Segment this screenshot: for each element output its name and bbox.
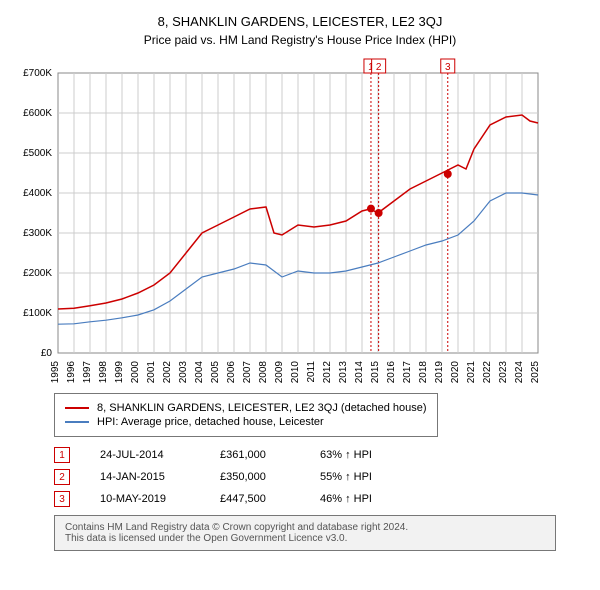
svg-text:1998: 1998 — [98, 361, 109, 384]
sale-row: 2 14-JAN-2015 £350,000 55% ↑ HPI — [54, 469, 590, 485]
sale-price: £447,500 — [220, 493, 290, 505]
sale-row: 3 10-MAY-2019 £447,500 46% ↑ HPI — [54, 491, 590, 507]
chart-title: 8, SHANKLIN GARDENS, LEICESTER, LE2 3QJ — [10, 14, 590, 29]
svg-text:2005: 2005 — [210, 361, 221, 384]
svg-text:2011: 2011 — [306, 361, 317, 383]
sale-marker-box: 3 — [54, 491, 70, 507]
legend-row: HPI: Average price, detached house, Leic… — [65, 416, 427, 428]
svg-text:2007: 2007 — [242, 361, 253, 384]
svg-text:2004: 2004 — [194, 361, 205, 384]
svg-text:2010: 2010 — [290, 361, 301, 384]
legend-box: 8, SHANKLIN GARDENS, LEICESTER, LE2 3QJ … — [54, 393, 438, 437]
svg-text:2006: 2006 — [226, 361, 237, 384]
svg-text:2025: 2025 — [530, 361, 541, 384]
sale-date: 24-JUL-2014 — [100, 449, 190, 461]
sale-marker-box: 1 — [54, 447, 70, 463]
svg-text:£700K: £700K — [23, 68, 52, 79]
sale-date: 10-MAY-2019 — [100, 493, 190, 505]
legend-swatch — [65, 407, 89, 409]
sale-date: 14-JAN-2015 — [100, 471, 190, 483]
svg-text:£100K: £100K — [23, 308, 52, 319]
attribution-footer: Contains HM Land Registry data © Crown c… — [54, 515, 556, 551]
svg-text:2012: 2012 — [322, 361, 333, 384]
legend-label: 8, SHANKLIN GARDENS, LEICESTER, LE2 3QJ … — [97, 402, 427, 414]
svg-text:1996: 1996 — [66, 361, 77, 384]
svg-text:2016: 2016 — [386, 361, 397, 384]
svg-text:2018: 2018 — [418, 361, 429, 384]
svg-text:2008: 2008 — [258, 361, 269, 384]
legend-label: HPI: Average price, detached house, Leic… — [97, 416, 324, 428]
svg-text:2017: 2017 — [402, 361, 413, 384]
svg-text:2022: 2022 — [482, 361, 493, 384]
svg-text:£300K: £300K — [23, 228, 52, 239]
sale-hpi: 63% ↑ HPI — [320, 449, 400, 461]
legend-row: 8, SHANKLIN GARDENS, LEICESTER, LE2 3QJ … — [65, 402, 427, 414]
svg-text:1997: 1997 — [82, 361, 93, 384]
footer-line2: This data is licensed under the Open Gov… — [65, 533, 545, 544]
sale-price: £361,000 — [220, 449, 290, 461]
svg-text:2: 2 — [376, 62, 382, 73]
svg-text:2000: 2000 — [130, 361, 141, 384]
svg-text:2015: 2015 — [370, 361, 381, 384]
svg-text:£600K: £600K — [23, 108, 52, 119]
svg-text:1999: 1999 — [114, 361, 125, 384]
svg-text:2013: 2013 — [338, 361, 349, 384]
sale-price: £350,000 — [220, 471, 290, 483]
chart-subtitle: Price paid vs. HM Land Registry's House … — [10, 33, 590, 47]
sale-hpi: 46% ↑ HPI — [320, 493, 400, 505]
line-chart-svg: £0 £100K £200K £300K £400K £500K £600K £700K 199… — [10, 57, 548, 387]
svg-text:3: 3 — [445, 62, 451, 73]
svg-text:2021: 2021 — [466, 361, 477, 384]
sale-row: 1 24-JUL-2014 £361,000 63% ↑ HPI — [54, 447, 590, 463]
svg-text:£0: £0 — [41, 348, 53, 359]
footer-line1: Contains HM Land Registry data © Crown c… — [65, 522, 545, 533]
svg-text:2020: 2020 — [450, 361, 461, 384]
svg-text:2002: 2002 — [162, 361, 173, 384]
svg-text:2003: 2003 — [178, 361, 189, 384]
svg-text:2001: 2001 — [146, 361, 157, 384]
svg-text:2019: 2019 — [434, 361, 445, 384]
sale-marker-box: 2 — [54, 469, 70, 485]
svg-text:£200K: £200K — [23, 268, 52, 279]
sales-table: 1 24-JUL-2014 £361,000 63% ↑ HPI 2 14-JAN-201… — [54, 447, 590, 507]
svg-text:£400K: £400K — [23, 188, 52, 199]
svg-text:1995: 1995 — [50, 361, 61, 384]
svg-text:2023: 2023 — [498, 361, 509, 384]
chart-area: £0 £100K £200K £300K £400K £500K £600K £700K 199… — [10, 57, 590, 387]
svg-text:2009: 2009 — [274, 361, 285, 384]
sale-hpi: 55% ↑ HPI — [320, 471, 400, 483]
svg-text:£500K: £500K — [23, 148, 52, 159]
svg-text:2024: 2024 — [514, 361, 525, 384]
svg-text:2014: 2014 — [354, 361, 365, 384]
legend-swatch — [65, 421, 89, 423]
